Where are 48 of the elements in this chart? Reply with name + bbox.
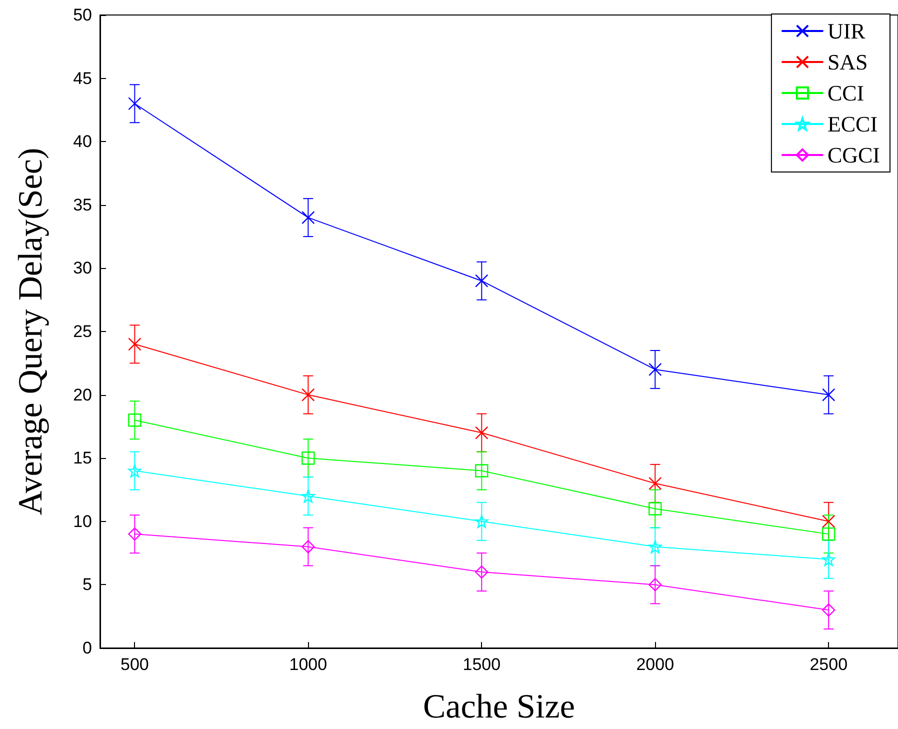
y-tick-label: 0 bbox=[82, 638, 92, 658]
point bbox=[302, 489, 315, 503]
point bbox=[648, 578, 662, 592]
point bbox=[302, 388, 315, 402]
y-tick-label: 25 bbox=[73, 322, 92, 341]
x-tick-label: 500 bbox=[120, 655, 149, 674]
x-axis-title: Cache Size bbox=[423, 688, 575, 726]
y-tick-label: 15 bbox=[73, 448, 92, 468]
y-tick-label: 20 bbox=[73, 385, 92, 404]
y-tick-label: 50 bbox=[73, 6, 92, 24]
point bbox=[648, 540, 662, 554]
point bbox=[822, 552, 836, 566]
y-tick-label: 5 bbox=[82, 575, 92, 594]
y-tick-label: 40 bbox=[73, 132, 92, 152]
legend-label: CGCI bbox=[827, 142, 880, 168]
y-axis-title: Average Query Delay(Sec) bbox=[12, 148, 50, 516]
point bbox=[302, 210, 315, 224]
point bbox=[648, 502, 662, 516]
point bbox=[822, 527, 836, 541]
y-tick-label: 10 bbox=[73, 512, 92, 531]
point bbox=[822, 388, 836, 402]
point bbox=[475, 565, 488, 579]
point bbox=[128, 464, 142, 478]
point bbox=[648, 476, 662, 490]
point bbox=[302, 452, 315, 465]
x-tick-label: 2000 bbox=[636, 655, 674, 674]
y-tick-label: 30 bbox=[73, 258, 92, 278]
point bbox=[475, 514, 488, 528]
point bbox=[128, 414, 142, 427]
point bbox=[822, 514, 836, 528]
legend-label: ECCI bbox=[827, 112, 878, 136]
legend-label: UIR bbox=[827, 18, 866, 44]
point bbox=[475, 464, 488, 478]
point bbox=[302, 540, 315, 554]
y-tick-label: 35 bbox=[73, 195, 92, 214]
point bbox=[475, 274, 488, 288]
point bbox=[128, 527, 142, 541]
point bbox=[648, 362, 662, 376]
point bbox=[128, 338, 142, 351]
x-tick-label: 2500 bbox=[810, 655, 848, 674]
point bbox=[128, 97, 142, 110]
x-tick-label: 1000 bbox=[289, 655, 328, 674]
point bbox=[822, 603, 836, 617]
y-tick-label: 45 bbox=[73, 68, 92, 88]
legend-label: SAS bbox=[827, 50, 868, 74]
x-tick-label: 1500 bbox=[462, 655, 501, 674]
legend-label: CCI bbox=[827, 80, 864, 106]
point bbox=[475, 426, 488, 440]
